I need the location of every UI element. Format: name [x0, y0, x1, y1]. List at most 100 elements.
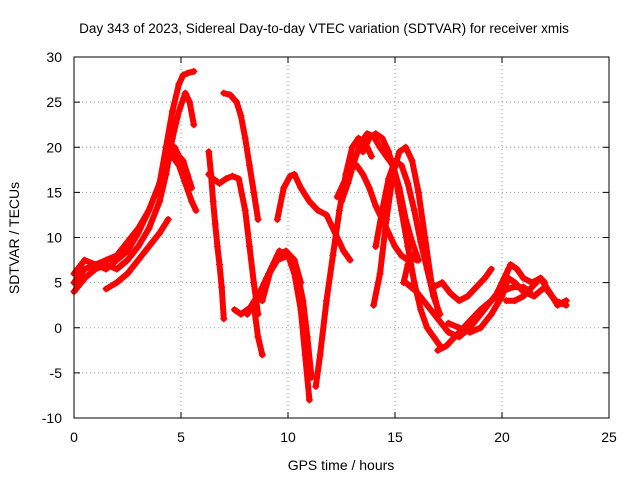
data-point: [464, 292, 472, 300]
tick-layer: 0 5 10 15 20 25 -10 -5 0 5 10 15 20 25 30: [42, 49, 617, 445]
data-point: [216, 261, 224, 269]
data-point: [397, 252, 405, 260]
series-line: [205, 171, 261, 318]
data-point: [438, 279, 446, 287]
series-arc22: [430, 265, 495, 305]
x-tick-label: 20: [494, 429, 510, 445]
data-point: [81, 256, 89, 264]
data-point: [113, 279, 121, 287]
data-point: [156, 229, 164, 237]
data-point: [402, 143, 410, 151]
data-point: [447, 289, 455, 297]
data-point: [179, 157, 187, 165]
data-point: [338, 197, 345, 205]
data-point: [367, 152, 375, 160]
data-point: [350, 157, 358, 165]
series-arc12: [248, 247, 305, 309]
data-point: [250, 279, 258, 287]
data-point: [256, 288, 264, 296]
data-point: [183, 170, 191, 178]
data-point: [312, 382, 320, 390]
data-point: [333, 193, 341, 201]
series-layer: [70, 67, 570, 404]
data-point: [385, 148, 393, 156]
series-arc8: [220, 89, 262, 223]
data-point: [168, 134, 176, 142]
data-point: [213, 243, 221, 251]
data-point: [430, 283, 438, 291]
series-line: [334, 162, 411, 264]
data-point: [124, 270, 131, 278]
series-line: [205, 148, 227, 322]
data-point: [468, 315, 476, 323]
chart-title: Day 343 of 2023, Sidereal Day-to-day VTE…: [79, 21, 569, 36]
series-line: [503, 275, 570, 309]
data-point: [145, 206, 153, 214]
data-point: [237, 112, 245, 120]
data-point: [134, 243, 142, 251]
data-point: [359, 148, 367, 156]
data-point: [519, 292, 527, 300]
y-tick-label: 20: [46, 139, 62, 155]
data-point: [352, 161, 360, 169]
data-point: [434, 306, 442, 314]
data-point: [124, 256, 131, 264]
data-point: [487, 265, 495, 273]
data-point: [305, 197, 313, 205]
x-axis-label: GPS time / hours: [288, 457, 395, 473]
data-point: [389, 170, 397, 178]
series-arc19: [370, 143, 442, 314]
y-tick-label: 30: [46, 49, 62, 65]
data-point: [408, 252, 416, 260]
series-arc5: [166, 143, 196, 192]
data-point: [404, 179, 412, 187]
data-point: [175, 80, 183, 88]
data-point: [235, 175, 243, 183]
data-point: [423, 324, 431, 332]
data-point: [179, 71, 187, 79]
data-point: [423, 301, 431, 309]
data-point: [241, 134, 249, 142]
series-arc26: [502, 274, 570, 309]
data-point: [404, 261, 412, 269]
data-point: [188, 197, 196, 205]
data-point: [445, 328, 452, 336]
data-point: [175, 107, 183, 115]
data-point: [487, 310, 495, 318]
series-line: [167, 144, 195, 191]
data-point: [382, 215, 390, 223]
data-point: [477, 306, 485, 314]
data-point: [445, 319, 452, 327]
data-point: [254, 215, 262, 223]
data-point: [370, 301, 378, 309]
data-point: [451, 333, 459, 341]
data-point: [273, 215, 281, 223]
data-point: [145, 224, 153, 232]
data-point: [297, 306, 305, 314]
series-line: [220, 90, 261, 223]
x-tick-label: 5: [177, 429, 185, 445]
data-point: [410, 206, 418, 214]
data-point: [81, 274, 89, 282]
data-point: [415, 188, 423, 196]
data-point: [168, 107, 176, 115]
data-point: [305, 396, 313, 404]
data-point: [417, 306, 425, 314]
data-point: [562, 297, 570, 305]
data-point: [472, 283, 480, 291]
data-point: [81, 265, 89, 273]
grid-layer: [74, 57, 609, 418]
data-point: [335, 206, 343, 214]
data-point: [181, 89, 189, 97]
data-point: [226, 91, 234, 99]
data-point: [290, 170, 298, 178]
plot-frame: [73, 56, 610, 419]
data-point: [297, 279, 305, 287]
data-point: [363, 130, 371, 138]
data-point: [402, 279, 410, 287]
data-point: [359, 170, 367, 178]
data-point: [376, 143, 384, 151]
data-point: [220, 315, 228, 323]
data-point: [183, 69, 191, 77]
